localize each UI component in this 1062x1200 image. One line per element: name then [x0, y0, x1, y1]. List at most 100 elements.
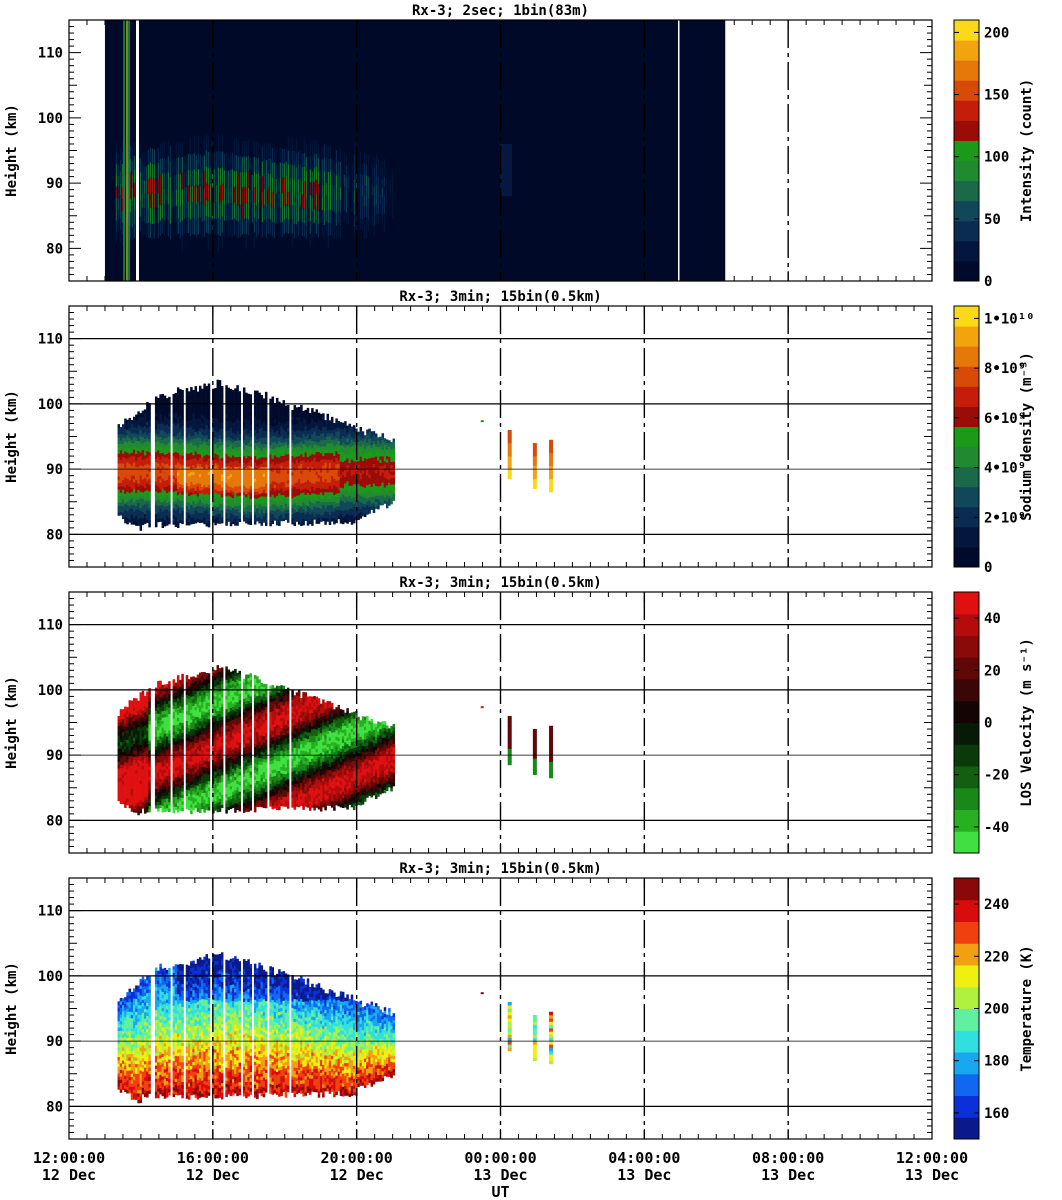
heatmap-cell [231, 409, 235, 414]
heatmap-cell [317, 471, 321, 475]
heatmap-cell [190, 488, 193, 492]
heatmap-cell [326, 482, 330, 486]
heatmap-cell [192, 491, 195, 495]
heatmap-cell [121, 140, 123, 153]
heatmap-cell [253, 465, 257, 470]
heatmap-cell [271, 520, 275, 525]
heatmap-cell [194, 399, 198, 403]
heatmap-cell [198, 509, 202, 514]
heatmap-cell [361, 457, 365, 461]
heatmap-cell [229, 434, 233, 439]
heatmap-cell [132, 439, 136, 444]
heatmap-cell [163, 188, 165, 205]
heatmap-cell [205, 509, 209, 514]
heatmap-cell [278, 434, 281, 438]
heatmap-cell [174, 477, 178, 482]
heatmap-cell [215, 218, 217, 236]
heatmap-cell [207, 200, 209, 218]
heatmap-cell [262, 450, 266, 455]
heatmap-cell [174, 490, 178, 495]
heatmap-cell [306, 437, 310, 441]
heatmap-cell [174, 445, 178, 449]
heatmap-cell [139, 465, 143, 469]
heatmap-cell [295, 443, 299, 447]
heatmap-cell [218, 412, 222, 417]
heatmap-cell [151, 224, 153, 240]
heatmap-cell [311, 408, 314, 412]
heatmap-cell [121, 456, 125, 461]
heatmap-cell [286, 457, 290, 461]
heatmap-cell [190, 475, 193, 479]
heatmap-cell [363, 206, 365, 218]
heatmap-cell [361, 496, 365, 501]
heatmap-cell [172, 501, 176, 506]
heatmap-cell [300, 440, 303, 445]
heatmap-cell [363, 506, 367, 511]
heatmap-cell [237, 172, 239, 190]
heatmap-cell [333, 225, 335, 239]
heatmap-cell [302, 410, 305, 415]
heatmap-cell [333, 501, 336, 505]
heatmap-cell [154, 409, 158, 414]
heatmap-cell [247, 187, 249, 204]
heatmap-cell [361, 473, 365, 478]
heatmap-cell [327, 197, 329, 211]
heatmap-cell [265, 175, 267, 192]
heatmap-cell [326, 456, 330, 460]
heatmap-cell [141, 492, 145, 496]
heatmap-cell [181, 393, 184, 397]
heatmap-cell [262, 512, 266, 517]
heatmap-cell [352, 454, 356, 459]
heatmap-cell [128, 499, 132, 504]
heatmap-cell [291, 439, 294, 443]
heatmap-cell [308, 442, 312, 446]
heatmap-cell [319, 420, 323, 424]
heatmap-cell [216, 454, 220, 459]
heatmap-cell [165, 420, 169, 425]
heatmap-cell [256, 517, 259, 522]
heatmap-cell [315, 455, 319, 459]
heatmap-cell [280, 426, 283, 430]
heatmap-cell [214, 423, 217, 428]
heatmap-cell [218, 477, 222, 482]
heatmap-cell [234, 463, 237, 467]
heatmap-cell [229, 463, 233, 468]
heatmap-cell [271, 458, 275, 463]
heatmap-cell [231, 220, 233, 237]
heatmap-cell [304, 517, 308, 522]
heatmap-cell [195, 188, 197, 205]
heatmap-cell [126, 429, 129, 434]
heatmap-cell [220, 431, 224, 436]
heatmap-cell [146, 434, 149, 439]
heatmap-cell [284, 464, 288, 468]
heatmap-cell [282, 429, 286, 434]
heatmap-cell [375, 184, 377, 195]
heatmap-cell [337, 463, 341, 468]
heatmap-cell [201, 398, 204, 403]
heatmap-cell [238, 443, 242, 447]
heatmap-cell [335, 496, 338, 501]
heatmap-cell [139, 478, 143, 482]
heatmap-cell [344, 440, 347, 445]
heatmap-cell [185, 495, 189, 500]
heatmap-cell [253, 481, 257, 486]
heatmap-cell [227, 479, 231, 483]
heatmap-cell [297, 468, 301, 473]
heatmap-cell [168, 484, 171, 489]
heatmap-cell [326, 446, 330, 450]
heatmap-cell [225, 466, 228, 471]
heatmap-cell [285, 218, 287, 233]
heatmap-cell [317, 474, 321, 479]
heatmap-cell [187, 433, 191, 438]
heatmap-cell [173, 191, 175, 208]
heatmap-cell [146, 506, 149, 510]
heatmap-cell [355, 500, 358, 504]
heatmap-cell [350, 491, 354, 496]
heatmap-cell [324, 459, 327, 463]
heatmap-cell [176, 491, 180, 496]
heatmap-cell [235, 155, 237, 172]
heatmap-cell [243, 171, 245, 188]
heatmap-cell [129, 198, 131, 213]
heatmap-cell [214, 505, 217, 509]
heatmap-cell [203, 422, 206, 427]
